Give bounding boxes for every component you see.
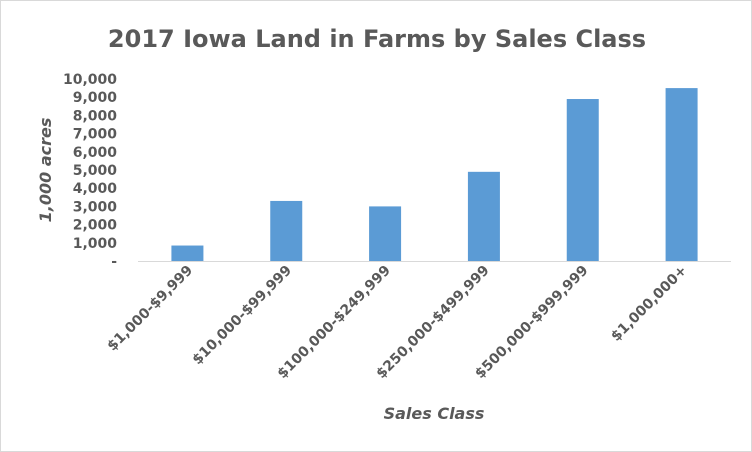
y-axis: - 1,000 2,000 3,000 4,000 5,000 6,000 7,000 8,00…	[63, 72, 117, 270]
y-tick-label: 4,000	[73, 181, 118, 197]
x-tick-label: $250,000-$499,999	[373, 263, 492, 382]
bar	[665, 88, 698, 261]
y-tick-label: 1,000	[73, 236, 118, 252]
x-tick-label: $1,000-$9,999	[104, 263, 196, 355]
bar	[467, 171, 500, 261]
y-tick-label: 6,000	[73, 145, 118, 161]
x-tick-label: $100,000-$249,999	[275, 263, 394, 382]
y-axis-title: 1,000 acres	[36, 118, 55, 223]
bar	[369, 206, 402, 261]
y-tick-label: -	[111, 254, 117, 270]
x-tick-label: $500,000-$999,999	[472, 263, 591, 382]
x-axis: $1,000-$9,999$10,000-$99,999$100,000-$24…	[104, 263, 690, 382]
y-tick-label: 10,000	[63, 72, 117, 88]
x-tick-label: $1,000,000+	[608, 263, 690, 345]
y-tick-label: 8,000	[73, 108, 118, 124]
bar-series	[171, 88, 698, 262]
bar	[171, 245, 204, 261]
y-tick-label: 9,000	[73, 90, 118, 106]
y-tick-label: 7,000	[73, 127, 118, 143]
y-tick-label: 3,000	[73, 199, 118, 215]
chart-title: 2017 Iowa Land in Farms by Sales Class	[108, 25, 646, 53]
y-tick-label: 5,000	[73, 163, 118, 179]
bar	[270, 200, 303, 261]
y-tick-label: 2,000	[73, 218, 118, 234]
x-axis-title: Sales Class	[384, 404, 485, 423]
bar	[566, 99, 599, 262]
x-tick-label: $10,000-$99,999	[189, 263, 295, 369]
